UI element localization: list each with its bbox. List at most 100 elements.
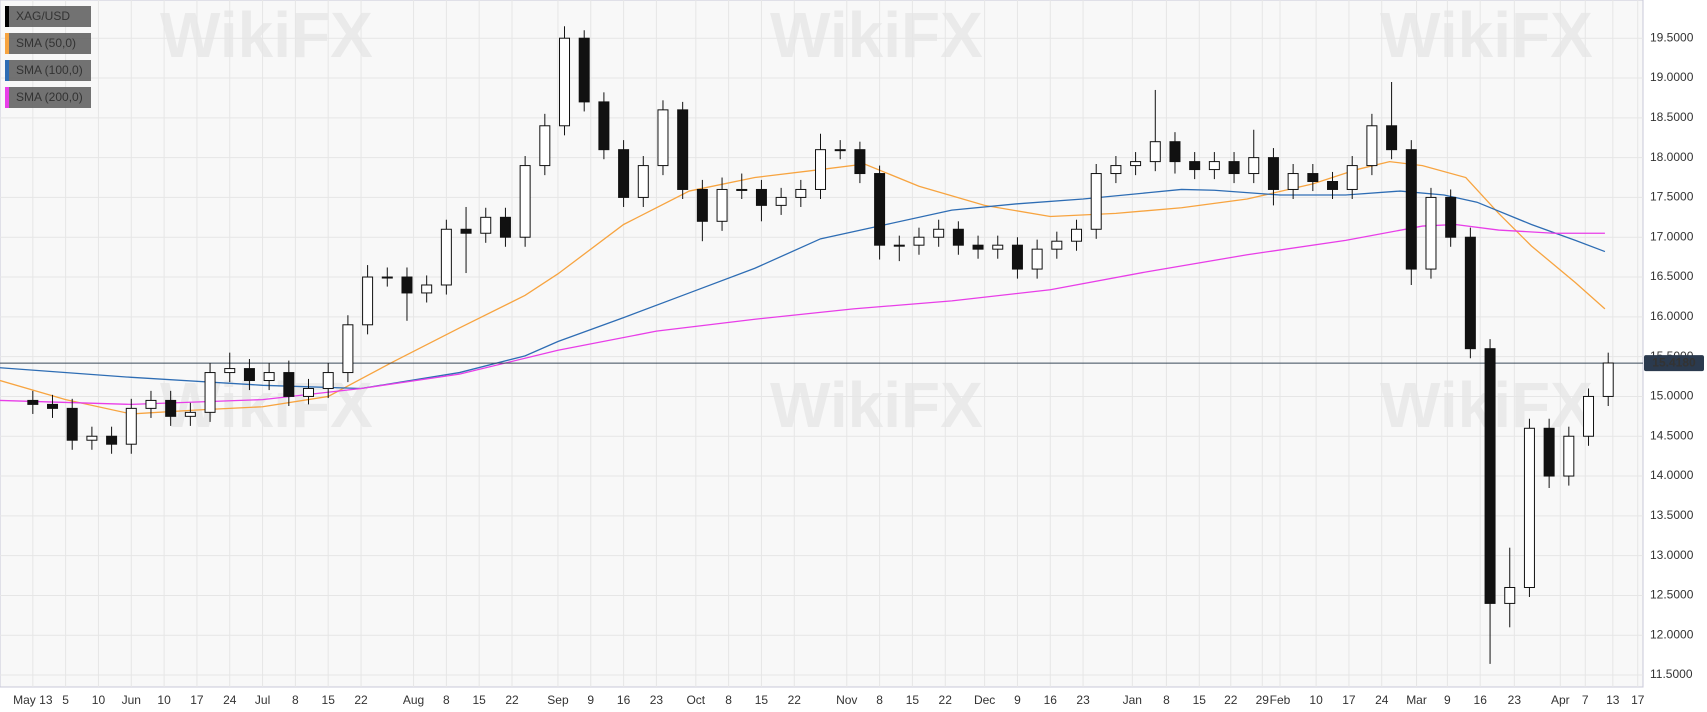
y-tick-label: 14.0000 — [1650, 468, 1694, 482]
candle-body — [992, 244, 1004, 250]
candle-body — [755, 188, 767, 206]
x-tick-label: Apr — [1551, 693, 1570, 707]
x-tick-label: 17 — [1631, 693, 1645, 707]
y-tick-label: 17.0000 — [1650, 229, 1694, 243]
sma-line — [0, 160, 1606, 415]
candle-body — [1563, 435, 1575, 477]
x-tick-label: 17 — [190, 693, 204, 707]
x-tick-label: 22 — [354, 693, 368, 707]
candle-body — [1031, 248, 1043, 270]
x-tick-label: 10 — [92, 693, 106, 707]
y-tick-label: 17.5000 — [1650, 190, 1694, 204]
x-tick-label: 8 — [443, 693, 450, 707]
candle-body — [736, 188, 748, 191]
x-tick-label: 24 — [223, 693, 237, 707]
legend-box — [5, 87, 91, 108]
x-tick-label: Aug — [403, 693, 424, 707]
grid — [0, 0, 1643, 687]
y-tick-label: 15.0000 — [1650, 389, 1694, 403]
x-tick-label: Mar — [1406, 693, 1427, 707]
candle-body — [125, 407, 137, 445]
candle-body — [1543, 427, 1555, 477]
candle-body — [618, 149, 630, 198]
watermark: WikiFX — [770, 0, 983, 71]
x-tick-label: 13 — [1606, 693, 1620, 707]
y-tick-label: 16.0000 — [1650, 309, 1694, 323]
candle-body — [401, 276, 413, 294]
legend-label: SMA (100,0) — [16, 63, 83, 77]
watermark: WikiFX — [770, 369, 983, 441]
candle-body — [47, 403, 59, 409]
x-tick-label: Feb — [1270, 693, 1291, 707]
candle-body — [893, 244, 905, 247]
candle-body — [263, 372, 275, 382]
x-tick-label: 24 — [1375, 693, 1389, 707]
x-tick-label: 15 — [322, 693, 336, 707]
x-tick-label: Jul — [255, 693, 270, 707]
candle-body — [480, 216, 492, 234]
candle-body — [1523, 427, 1535, 588]
y-tick-label: 12.0000 — [1650, 627, 1694, 641]
legend-label: SMA (50,0) — [16, 36, 76, 50]
candle-body — [86, 435, 98, 441]
x-tick-label: 8 — [1163, 693, 1170, 707]
candle-body — [1011, 244, 1023, 270]
x-tick-label: Dec — [974, 693, 995, 707]
candle-body — [637, 165, 649, 198]
watermark: WikiFX — [1380, 0, 1593, 71]
candle-body — [243, 368, 255, 382]
x-tick-label: Jun — [122, 693, 141, 707]
candle-body — [1366, 125, 1378, 167]
candle-body — [598, 101, 610, 151]
x-tick-label: 15 — [755, 693, 769, 707]
legend-box — [5, 33, 91, 54]
x-tick-label: 17 — [1342, 693, 1356, 707]
candle-body — [1583, 395, 1595, 437]
candle-body — [1169, 141, 1181, 163]
sma-line — [0, 188, 1606, 390]
candle-body — [1484, 348, 1496, 604]
candle-body — [1425, 196, 1437, 270]
candle-body — [578, 37, 590, 103]
candle-body — [677, 109, 689, 190]
y-tick-label: 16.5000 — [1650, 269, 1694, 283]
x-tick-label: 15 — [1193, 693, 1207, 707]
y-tick-label: 18.5000 — [1650, 110, 1694, 124]
candle-body — [716, 188, 728, 222]
x-tick-label: 7 — [1582, 693, 1589, 707]
candle-body — [165, 399, 177, 417]
candle-body — [283, 372, 295, 397]
candle-body — [854, 149, 866, 175]
candle-body — [1267, 157, 1279, 190]
y-tick-label: 13.0000 — [1650, 548, 1694, 562]
candle-body — [224, 368, 236, 374]
candle-body — [1346, 165, 1358, 190]
x-tick-label: 15 — [906, 693, 920, 707]
candle-body — [1307, 173, 1319, 183]
candle-body — [1405, 149, 1417, 270]
x-tick-label: 22 — [505, 693, 519, 707]
candle-body — [204, 372, 216, 413]
x-tick-label: 5 — [62, 693, 69, 707]
x-tick-label: 29 — [1256, 693, 1270, 707]
candle-body — [539, 125, 551, 167]
x-tick-label: 8 — [292, 693, 299, 707]
legend-swatch — [5, 87, 9, 108]
candle-body — [381, 276, 393, 279]
candle-body — [460, 228, 472, 234]
candle-body — [913, 236, 925, 246]
candle-body — [1228, 161, 1240, 175]
legend-label: SMA (200,0) — [16, 90, 83, 104]
legend-label: XAG/USD — [16, 9, 70, 23]
candle-body — [952, 228, 964, 246]
x-tick-label: 23 — [650, 693, 664, 707]
candle-body — [972, 244, 984, 250]
candle-body — [27, 399, 39, 405]
candle-body — [1071, 228, 1083, 242]
x-tick-label: 16 — [1474, 693, 1488, 707]
x-tick-label: May 13 — [13, 693, 53, 707]
x-tick-label: 23 — [1508, 693, 1522, 707]
x-tick-label: 23 — [1076, 693, 1090, 707]
x-tick-label: 10 — [157, 693, 171, 707]
